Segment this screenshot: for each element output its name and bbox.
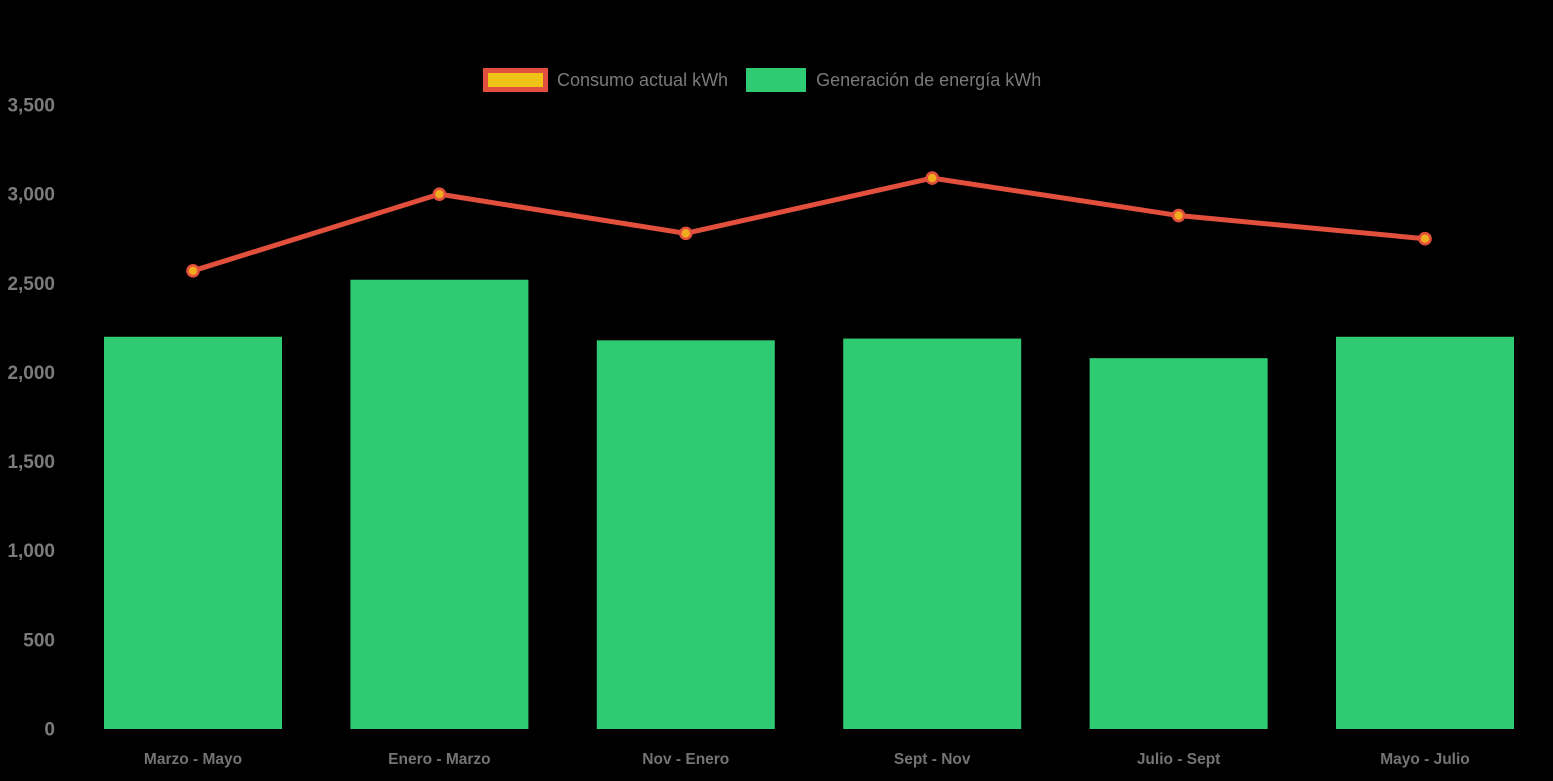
consumption-point[interactable] xyxy=(925,171,940,185)
consumption-point[interactable] xyxy=(186,264,200,278)
x-axis-label: Mayo - Julio xyxy=(1380,751,1470,768)
generation-bar[interactable] xyxy=(1089,358,1268,729)
x-axis-label: Enero - Marzo xyxy=(388,751,490,768)
y-axis-tick-label: 3,500 xyxy=(7,96,55,117)
x-axis-label: Sept - Nov xyxy=(894,751,971,768)
y-axis-tick-label: 1,500 xyxy=(7,452,55,473)
y-axis-tick-label: 0 xyxy=(44,720,55,741)
x-axis-label: Julio - Sept xyxy=(1137,751,1221,768)
generation-bar[interactable] xyxy=(350,279,529,729)
consumption-line xyxy=(190,175,1428,274)
y-axis-tick-label: 2,000 xyxy=(7,363,55,384)
generation-bar[interactable] xyxy=(1336,336,1514,729)
generation-bar[interactable] xyxy=(104,336,282,729)
x-axis-label: Marzo - Mayo xyxy=(144,751,242,768)
y-axis-tick-label: 500 xyxy=(23,630,55,651)
chart-legend: Consumo actual kWh Generación de energía… xyxy=(483,67,1041,93)
consumption-point[interactable] xyxy=(1171,208,1186,223)
legend-item-generacion[interactable]: Generación de energía kWh xyxy=(746,68,1041,92)
consumption-point[interactable] xyxy=(1418,231,1432,246)
consumo-swatch-icon xyxy=(483,68,548,92)
x-axis-label: Nov - Enero xyxy=(642,751,729,768)
generation-bar[interactable] xyxy=(596,340,775,729)
generation-bar[interactable] xyxy=(843,338,1022,729)
consumption-point[interactable] xyxy=(678,226,693,241)
legend-item-consumo[interactable]: Consumo actual kWh xyxy=(483,68,728,92)
consumption-point[interactable] xyxy=(432,187,447,201)
y-axis-tick-label: 3,000 xyxy=(7,185,55,206)
y-axis-tick-label: 2,500 xyxy=(7,274,55,295)
legend-label-consumo: Consumo actual kWh xyxy=(557,69,729,90)
legend-label-generacion: Generación de energía kWh xyxy=(816,69,1042,90)
y-axis-tick-label: 1,000 xyxy=(7,541,55,562)
generacion-swatch-icon xyxy=(746,68,807,92)
